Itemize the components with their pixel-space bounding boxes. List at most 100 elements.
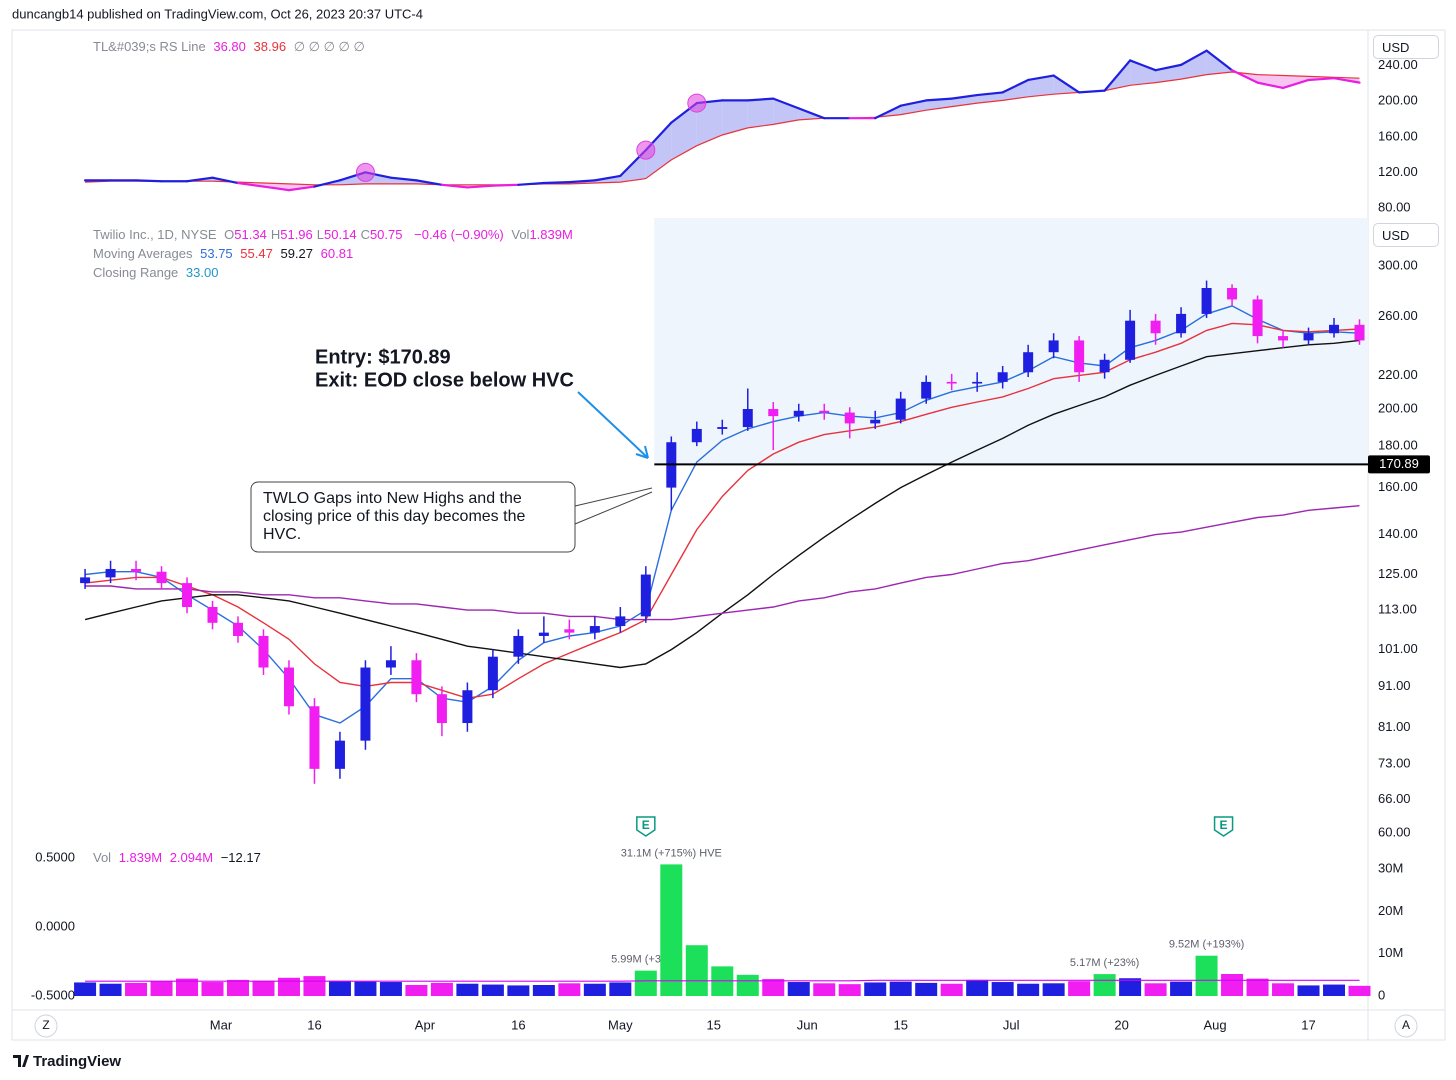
rs-line (568, 179, 596, 184)
ma-legend: Moving Averages 53.75 55.47 59.27 60.81 (93, 246, 357, 261)
volume-bar (405, 984, 428, 996)
x-tick-label: 16 (511, 1017, 525, 1032)
x-tick-label: 20 (1114, 1017, 1128, 1032)
entry-price-tag (1368, 455, 1430, 474)
ma-label: Moving Averages (93, 246, 193, 261)
range-value: 33.00 (185, 265, 219, 280)
volume-average (85, 979, 1360, 982)
candle-body (691, 428, 702, 443)
x-tick-label: May (608, 1017, 633, 1032)
candle-body (538, 632, 549, 636)
candle-body (1201, 287, 1212, 314)
volume-bar (1068, 981, 1091, 996)
rs-line (1332, 77, 1361, 84)
y-tick-label: -0.5000 (31, 987, 75, 1002)
candle-body (564, 629, 575, 633)
y-tick-label: 20M (1378, 903, 1403, 918)
callout-box (250, 481, 576, 553)
rs-line (1027, 74, 1055, 82)
rs-line (517, 181, 545, 186)
legend-value: 36.80 (213, 39, 246, 54)
volume-bar (1119, 978, 1142, 996)
candle-body (207, 606, 218, 623)
rs-fill (773, 98, 799, 125)
rs-fill (747, 98, 774, 128)
volume-label: 5.17M (+23%) (1070, 957, 1139, 969)
rs-line (466, 184, 494, 189)
y-tick-label: 0.0000 (35, 918, 75, 933)
ohlc-key: L (316, 227, 325, 242)
y-tick-label: 113.00 (1378, 602, 1417, 617)
volume-bar (507, 985, 530, 996)
volume-bar (1170, 981, 1193, 996)
volume-label: 9.52M (+193%) (1169, 939, 1245, 951)
volume-bar (252, 980, 275, 996)
rs-fill (696, 100, 723, 146)
y-tick-label: 0.5000 (35, 849, 75, 864)
reset-button[interactable] (34, 1014, 58, 1038)
volume-bar (176, 978, 199, 996)
ohlc: O51.34 H51.96 L50.14 C50.75 (224, 227, 406, 242)
candle-body (1176, 313, 1187, 334)
volume-bar (660, 864, 683, 996)
change: −0.46 (−0.90%) (414, 227, 504, 242)
volume-bar (1297, 985, 1320, 996)
volume-bar (277, 977, 300, 996)
y-tick-label: 101.00 (1378, 641, 1418, 656)
auto-button[interactable] (1394, 1014, 1418, 1038)
candle-body (793, 410, 804, 417)
moving-average (85, 505, 1360, 621)
y-tick-label: 180.00 (1378, 438, 1418, 453)
candle-body (1074, 340, 1085, 373)
plot: 80.00 120.00 160.00 200.00 240.00 170.89 E E 60.… (31, 49, 1430, 1032)
moving-average (85, 305, 1360, 724)
candle-body (334, 740, 345, 769)
volume-bar (328, 980, 351, 996)
rs-new-high (636, 140, 656, 160)
volume-bar (813, 983, 836, 996)
rs-line (1154, 63, 1183, 72)
rs-new-high (355, 162, 375, 182)
y-tick-label: 66.00 (1378, 791, 1411, 806)
volume-bar (1144, 983, 1167, 996)
candle-body (233, 622, 243, 636)
volume-bar (685, 945, 708, 996)
rs-fill (671, 103, 697, 160)
volume-bar (481, 984, 504, 996)
ohlc-key: O (224, 227, 235, 242)
callout-pointer (574, 491, 653, 525)
ma-value: 53.75 (200, 246, 233, 261)
callout-text: HVC. (263, 526, 301, 543)
candle-body (105, 568, 116, 578)
candle-body (309, 706, 320, 769)
volume-bar (1017, 983, 1040, 996)
candle-body (182, 583, 193, 607)
reset-label[interactable]: Z (42, 1018, 49, 1032)
rs-line (925, 97, 953, 102)
brand: TradingView (33, 1053, 121, 1070)
rs-line (1078, 89, 1106, 94)
earnings-label: E (1220, 818, 1228, 832)
volume-bar (1246, 978, 1269, 996)
currency-button[interactable]: USD (1373, 223, 1439, 247)
currency-button[interactable]: USD (1373, 35, 1439, 59)
volume-bar (736, 974, 759, 996)
ohlc-value: 51.34 (234, 227, 267, 242)
candle-body (1354, 324, 1365, 341)
volume-bar (354, 981, 377, 996)
auto-label[interactable]: A (1402, 1018, 1410, 1032)
volume-bar (150, 981, 173, 996)
candle-body (411, 660, 422, 695)
y-tick-label: 200.00 (1378, 400, 1418, 415)
callout-text: TWLO Gaps into New Highs and the (263, 490, 522, 507)
legend-empty: ∅ ∅ ∅ ∅ ∅ (293, 39, 365, 54)
volume-bar (1272, 983, 1295, 996)
rs-line (1281, 78, 1310, 90)
y-tick-label: 0 (1378, 987, 1385, 1002)
legend-name: TL&#039;s RS Line (93, 39, 206, 54)
volume-bar (227, 979, 249, 996)
ohlc-value: 50.75 (369, 227, 403, 242)
ohlc-key: H (270, 227, 281, 242)
x-tick-label: Aug (1203, 1017, 1226, 1032)
callout-text: closing price of this day becomes the (263, 508, 525, 525)
